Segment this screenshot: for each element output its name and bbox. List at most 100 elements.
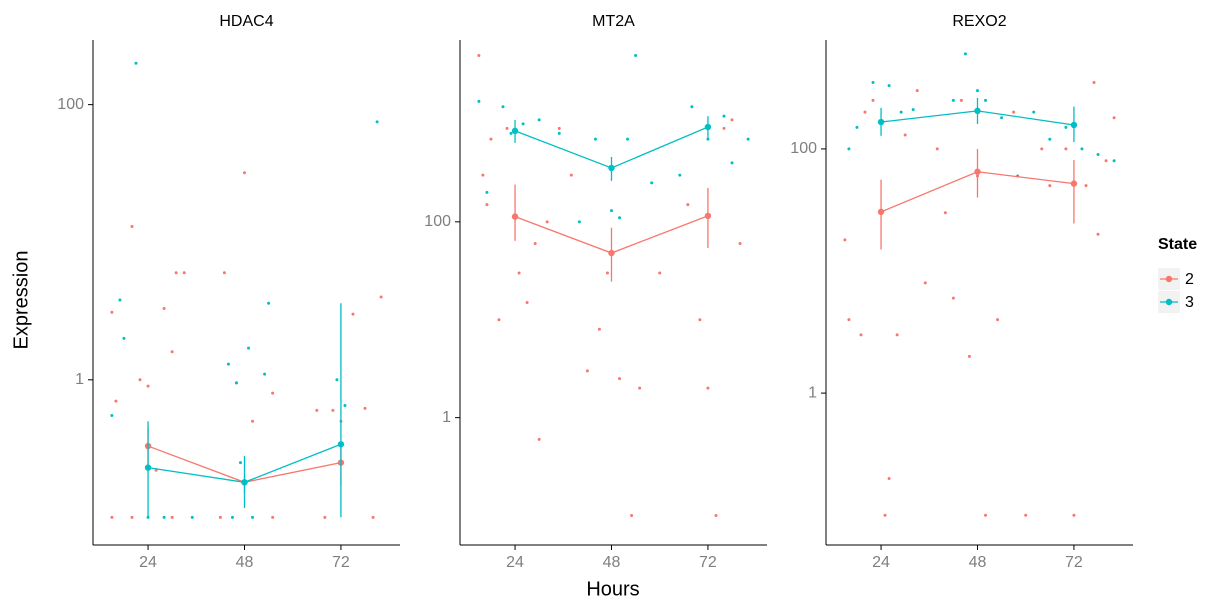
jitter-point bbox=[247, 346, 251, 350]
jitter-point bbox=[1096, 232, 1100, 236]
jitter-point bbox=[110, 414, 114, 418]
jitter-point bbox=[162, 515, 166, 519]
jitter-point bbox=[847, 318, 851, 322]
jitter-point bbox=[678, 173, 682, 177]
x-axis-label: Hours bbox=[586, 578, 639, 600]
jitter-point bbox=[1032, 110, 1036, 114]
jitter-point bbox=[174, 271, 178, 275]
jitter-point bbox=[122, 336, 126, 340]
jitter-point bbox=[1112, 159, 1116, 163]
jitter-point bbox=[847, 147, 851, 151]
jitter-point bbox=[505, 126, 509, 130]
y-tick-label: 1 bbox=[75, 371, 84, 388]
y-tick-label: 1 bbox=[442, 409, 451, 426]
jitter-point bbox=[170, 515, 174, 519]
jitter-point bbox=[746, 137, 750, 141]
jitter-point bbox=[509, 131, 513, 135]
jitter-point bbox=[1084, 184, 1088, 188]
y-tick-label: 100 bbox=[57, 96, 84, 113]
jitter-point bbox=[1104, 159, 1108, 163]
x-tick-label: 72 bbox=[332, 554, 350, 571]
jitter-point bbox=[903, 133, 907, 137]
mean-point bbox=[241, 479, 248, 486]
jitter-point bbox=[1092, 80, 1096, 84]
mean-point bbox=[608, 249, 615, 257]
jitter-point bbox=[585, 369, 589, 373]
jitter-point bbox=[1064, 125, 1068, 129]
jitter-point bbox=[730, 118, 734, 122]
jitter-point bbox=[1064, 147, 1068, 151]
jitter-point bbox=[618, 377, 622, 381]
jitter-point bbox=[537, 118, 541, 122]
jitter-point bbox=[114, 399, 118, 403]
jitter-point bbox=[218, 515, 222, 519]
mean-point bbox=[1070, 121, 1078, 129]
jitter-point bbox=[1048, 137, 1052, 141]
jitter-point bbox=[263, 372, 267, 376]
jitter-point bbox=[1048, 184, 1052, 188]
jitter-point bbox=[630, 514, 634, 518]
jitter-point bbox=[915, 89, 919, 93]
jitter-point bbox=[190, 515, 194, 519]
jitter-point bbox=[1080, 147, 1084, 151]
jitter-point bbox=[714, 514, 718, 518]
jitter-point bbox=[569, 173, 573, 177]
jitter-point bbox=[134, 61, 138, 65]
jitter-point bbox=[597, 327, 601, 331]
legend-label: 3 bbox=[1185, 294, 1194, 311]
jitter-point bbox=[722, 126, 726, 130]
jitter-point bbox=[545, 220, 549, 224]
mean-point bbox=[608, 164, 615, 172]
jitter-point bbox=[706, 137, 710, 141]
jitter-point bbox=[698, 318, 702, 322]
jitter-point bbox=[162, 306, 166, 310]
mean-point bbox=[144, 464, 152, 471]
legend-point bbox=[1165, 275, 1173, 283]
x-tick-label: 24 bbox=[139, 554, 157, 571]
jitter-point bbox=[110, 515, 114, 519]
jitter-point bbox=[967, 354, 971, 358]
jitter-point bbox=[1000, 116, 1004, 120]
jitter-point bbox=[182, 271, 186, 275]
x-tick-label: 24 bbox=[872, 554, 890, 571]
jitter-point bbox=[871, 98, 875, 102]
jitter-point bbox=[1012, 110, 1016, 114]
jitter-point bbox=[951, 296, 955, 300]
jitter-point bbox=[1024, 513, 1028, 517]
jitter-point bbox=[843, 238, 847, 242]
jitter-point bbox=[130, 225, 134, 229]
jitter-point bbox=[911, 108, 915, 112]
jitter-point bbox=[323, 515, 327, 519]
jitter-point bbox=[251, 419, 255, 423]
jitter-point bbox=[626, 137, 630, 141]
jitter-point bbox=[730, 161, 734, 165]
mean-point bbox=[511, 213, 519, 220]
jitter-point bbox=[690, 105, 694, 109]
jitter-point bbox=[315, 408, 319, 412]
panel-title: MT2A bbox=[592, 13, 635, 30]
mean-point bbox=[511, 127, 519, 135]
y-tick-label: 100 bbox=[790, 140, 817, 157]
jitter-point bbox=[242, 171, 246, 175]
jitter-point bbox=[855, 125, 859, 129]
jitter-point bbox=[343, 404, 347, 408]
jitter-point bbox=[658, 271, 662, 275]
y-tick-label: 1 bbox=[808, 384, 817, 401]
jitter-point bbox=[130, 515, 134, 519]
jitter-point bbox=[485, 190, 489, 194]
jitter-point bbox=[963, 52, 967, 56]
y-tick-label: 100 bbox=[424, 213, 451, 230]
jitter-point bbox=[650, 181, 654, 185]
jitter-point bbox=[975, 89, 979, 93]
jitter-point bbox=[271, 515, 275, 519]
jitter-point bbox=[489, 137, 493, 141]
jitter-point bbox=[1040, 147, 1044, 151]
jitter-point bbox=[935, 147, 939, 151]
jitter-point bbox=[638, 386, 642, 390]
mean-point bbox=[337, 441, 345, 448]
jitter-point bbox=[226, 362, 230, 366]
jitter-point bbox=[1096, 153, 1100, 157]
jitter-point bbox=[871, 80, 875, 84]
jitter-point bbox=[738, 242, 742, 246]
